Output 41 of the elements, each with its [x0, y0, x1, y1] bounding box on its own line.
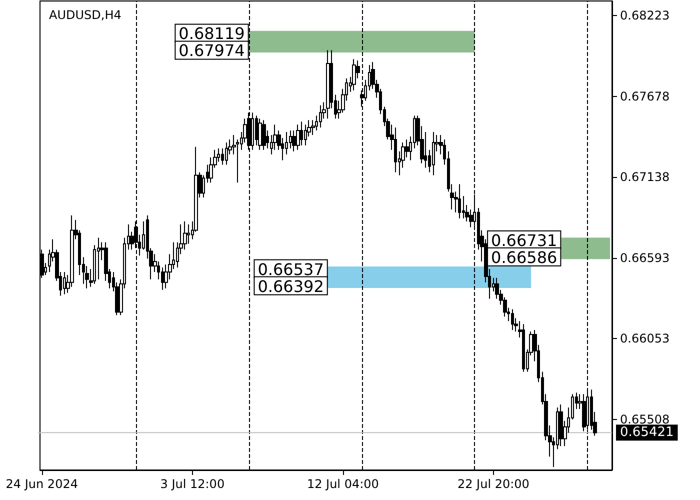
- candlestick: [255, 115, 258, 146]
- candlestick: [432, 132, 435, 176]
- candlestick: [559, 404, 563, 447]
- x-tick-label: 3 Jul 12:00: [160, 477, 225, 491]
- annotation: 0.66537: [258, 260, 324, 279]
- candlestick: [262, 120, 266, 150]
- y-tick-label: 0.66053: [620, 332, 670, 346]
- candlestick: [319, 104, 322, 128]
- candlestick: [296, 124, 300, 150]
- candlestick: [352, 58, 356, 91]
- x-tick-label: 22 Jul 20:00: [457, 477, 530, 491]
- y-tick-label: 0.68223: [620, 8, 670, 22]
- candlestick: [183, 220, 187, 250]
- candlestick: [582, 394, 586, 432]
- candlestick: [63, 271, 66, 295]
- candlestick: [97, 237, 100, 280]
- ref-line-label: 0.65421: [620, 425, 674, 440]
- candlestick: [304, 124, 307, 146]
- candlestick: [225, 142, 228, 166]
- candlestick: [394, 127, 397, 173]
- y-tick-label: 0.65508: [620, 412, 670, 427]
- annotation: 0.68119: [178, 24, 245, 44]
- annotation: 0.66731: [491, 230, 558, 250]
- x-tick-label: 24 Jun 2024: [6, 477, 78, 491]
- candlestick: [458, 184, 461, 219]
- annotation: 0.66392: [258, 276, 324, 296]
- candlestick: [273, 124, 277, 150]
- y-tick-label: 0.66593: [620, 251, 670, 266]
- candlestick: [511, 308, 514, 331]
- candlestick: [326, 50, 330, 120]
- candlestick: [300, 121, 303, 146]
- candlestick: [251, 112, 254, 150]
- candlestick: [258, 118, 262, 150]
- candlestick: [311, 120, 315, 136]
- annotation: 0.67974: [178, 41, 245, 60]
- y-tick-label: 0.67678: [620, 90, 670, 104]
- x-tick-label: 12 Jul 04:00: [306, 477, 379, 491]
- candlestick: [522, 324, 525, 372]
- text: AUDUSD,H4: [49, 8, 122, 22]
- annotation: 0.66586: [491, 248, 558, 267]
- y-tick-label: 0.67138: [620, 170, 670, 184]
